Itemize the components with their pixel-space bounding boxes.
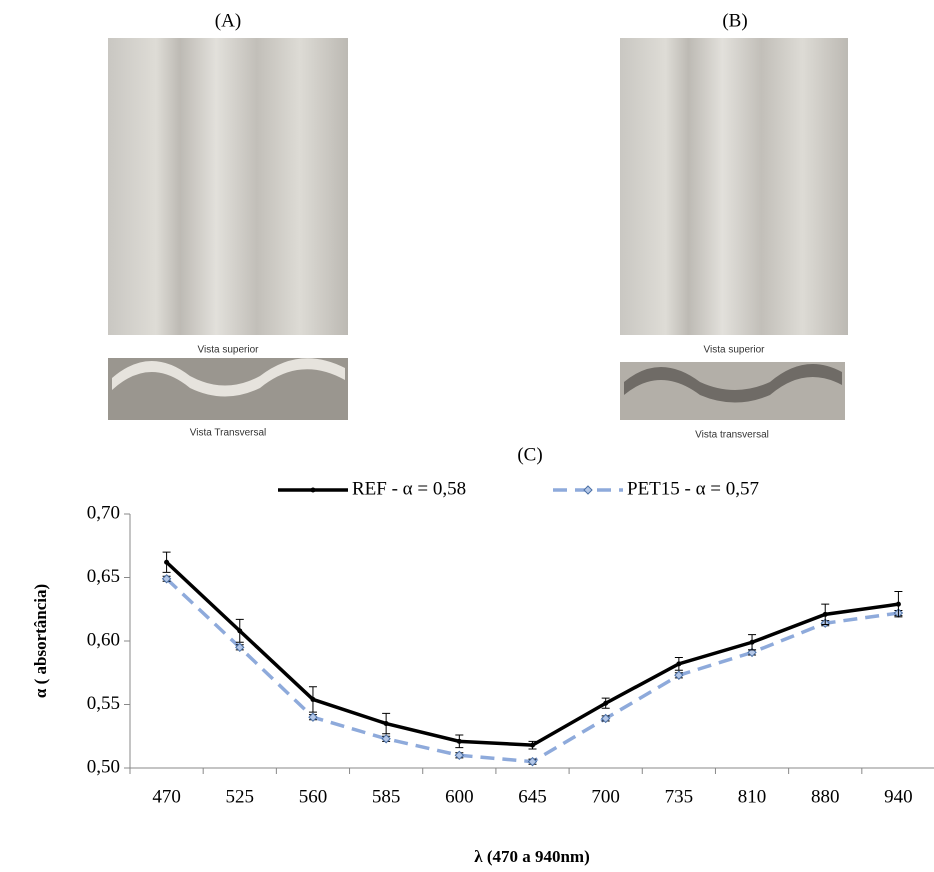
tile-top-view — [620, 38, 848, 335]
legend-label: REF - α = 0,58 — [352, 478, 466, 499]
panel-label: (B) — [722, 10, 747, 31]
x-tick-label: 940 — [884, 786, 913, 807]
caption: Vista transversal — [695, 430, 769, 441]
marker — [749, 639, 755, 645]
x-tick-label: 735 — [665, 786, 694, 807]
x-tick-label: 810 — [738, 786, 767, 807]
marker — [235, 642, 245, 653]
tile-profile — [624, 364, 842, 403]
tile-profile — [112, 358, 345, 397]
x-tick-label: 880 — [811, 786, 840, 807]
photo-a: (A) Vista superior Vista Transversal — [108, 10, 348, 439]
series-line — [165, 560, 899, 747]
marker — [164, 559, 170, 565]
marker — [822, 611, 828, 617]
legend-marker — [310, 487, 316, 493]
marker — [456, 738, 462, 744]
marker — [676, 661, 682, 667]
marker — [310, 696, 316, 702]
x-tick-label: 560 — [299, 786, 328, 807]
marker — [454, 750, 465, 761]
x-tick-label: 470 — [152, 786, 181, 807]
x-tick-label: 645 — [518, 786, 547, 807]
marker — [527, 756, 538, 767]
y-tick-label: 0,60 — [87, 629, 120, 650]
x-tick-label: 600 — [445, 786, 474, 807]
y-tick-label: 0,65 — [87, 566, 120, 587]
plot: 0,50 0,55 0,60 0,65 0,70 470 525 560 585 600 645 70… — [87, 478, 934, 807]
marker — [383, 721, 389, 727]
marker — [237, 628, 243, 634]
x-axis-label: λ (470 a 940nm) — [474, 847, 590, 866]
marker — [161, 574, 172, 584]
photo-b: (B) Vista superior Vista transversal — [620, 10, 848, 441]
series-line — [165, 577, 899, 764]
marker — [747, 647, 757, 658]
panel-label: (A) — [215, 10, 241, 31]
marker — [381, 734, 391, 744]
y-axis-label: α ( absortância) — [31, 584, 50, 698]
legend-label: PET15 - α = 0,57 — [627, 478, 759, 499]
caption: Vista superior — [704, 345, 766, 356]
x-tick-label: 525 — [226, 786, 255, 807]
marker — [895, 601, 901, 607]
caption: Vista superior — [198, 345, 260, 356]
marker — [603, 700, 609, 706]
tile-top-view — [108, 38, 348, 335]
x-tick-label: 585 — [372, 786, 401, 807]
caption: Vista Transversal — [190, 428, 267, 439]
x-tick-label: 700 — [591, 786, 620, 807]
marker — [308, 712, 318, 722]
marker — [674, 670, 684, 680]
y-tick-label: 0,55 — [87, 693, 120, 714]
y-tick-label: 0,50 — [87, 756, 120, 777]
marker — [600, 713, 611, 724]
marker — [530, 742, 535, 748]
chart-title: (C) — [517, 444, 542, 465]
y-tick-label: 0,70 — [87, 502, 120, 523]
legend-marker — [583, 485, 593, 495]
